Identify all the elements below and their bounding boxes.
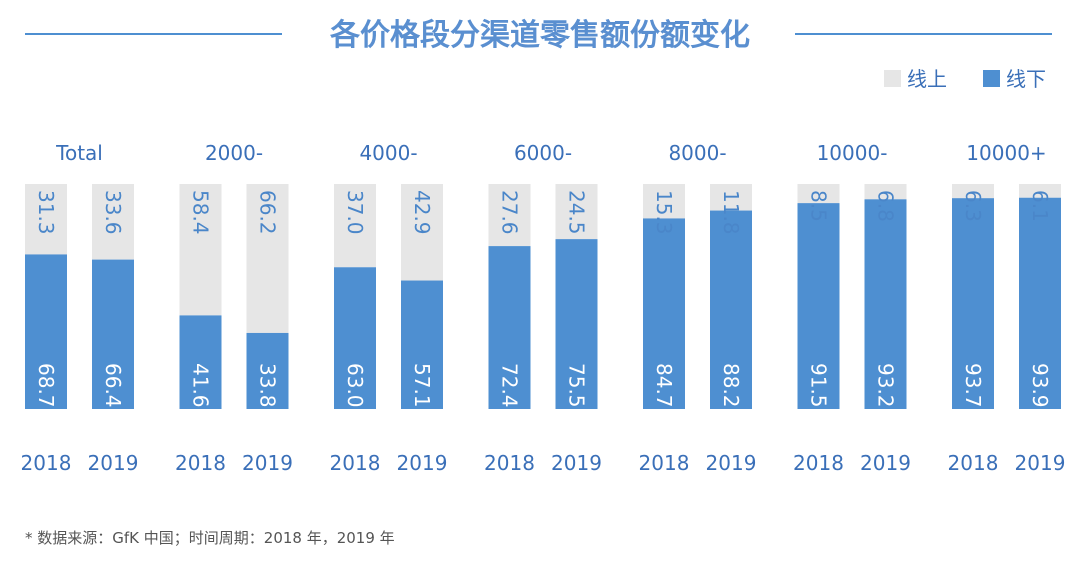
- group-label: 4000-: [359, 141, 417, 165]
- group-label: 2000-: [205, 141, 263, 165]
- data-label-offline: 41.6: [189, 363, 213, 408]
- data-label-online: 24.5: [565, 190, 589, 235]
- bar-segment-online: [488, 184, 531, 247]
- data-label-online: 37.0: [343, 190, 367, 235]
- bar-segment-online: [25, 184, 67, 255]
- year-label: 2018: [330, 451, 381, 475]
- data-label-online: 42.9: [410, 190, 434, 235]
- data-label-offline: 63.0: [343, 363, 367, 408]
- chart-title: 各价格段分渠道零售额份额变化: [329, 18, 750, 53]
- group-label: 6000-: [514, 141, 572, 165]
- data-label-offline: 66.4: [101, 363, 125, 408]
- data-label-online: 8.5: [807, 190, 831, 222]
- data-label-offline: 93.9: [1028, 363, 1052, 408]
- data-label-offline: 75.5: [565, 363, 589, 408]
- bar-segment-offline: [797, 203, 840, 409]
- bar-segment-online: [710, 184, 752, 211]
- year-label: 2019: [397, 451, 448, 475]
- bar-segment-offline: [92, 259, 134, 409]
- year-label: 2019: [242, 451, 293, 475]
- bar-segment-online: [179, 184, 222, 316]
- data-label-online: 6.8: [874, 190, 898, 222]
- bar-segment-offline: [1019, 197, 1061, 409]
- bar-segment-offline: [25, 254, 67, 409]
- year-label: 2018: [484, 451, 535, 475]
- bar-segment-online: [864, 184, 907, 200]
- data-label-offline: 57.1: [410, 363, 434, 408]
- bar-segment-online: [952, 184, 994, 199]
- legend-label-online: 线上: [907, 67, 947, 91]
- bar-segment-online: [334, 184, 376, 268]
- data-label-online: 31.3: [34, 190, 58, 235]
- bar-segment-offline: [401, 280, 443, 409]
- year-label: 2018: [948, 451, 999, 475]
- bar-segment-offline: [643, 218, 685, 409]
- bar-segment-online: [246, 184, 289, 333]
- data-label-online: 6.1: [1028, 190, 1052, 222]
- group-label: Total: [55, 141, 103, 165]
- data-label-offline: 88.2: [719, 363, 743, 408]
- year-label: 2018: [21, 451, 72, 475]
- bar-segment-online: [1019, 184, 1061, 198]
- year-label: 2019: [1015, 451, 1066, 475]
- data-label-offline: 93.7: [961, 363, 985, 408]
- bar-segment-online: [92, 184, 134, 260]
- data-label-offline: 84.7: [652, 363, 676, 408]
- legend-swatch-online: [884, 70, 901, 87]
- bar-segment-offline: [555, 239, 598, 409]
- data-label-online: 6.3: [961, 190, 985, 222]
- year-label: 2018: [639, 451, 690, 475]
- data-label-offline: 33.8: [256, 363, 280, 408]
- bar-segment-online: [643, 184, 685, 219]
- data-label-online: 66.2: [256, 190, 280, 235]
- bar-segment-offline: [710, 210, 752, 409]
- data-label-offline: 91.5: [807, 363, 831, 408]
- year-label: 2018: [793, 451, 844, 475]
- bar-segment-offline: [179, 315, 222, 409]
- data-label-offline: 68.7: [34, 363, 58, 408]
- bar-segment-offline: [488, 246, 531, 409]
- bar-segment-online: [555, 184, 598, 240]
- bar-segment-online: [797, 184, 840, 204]
- year-label: 2019: [706, 451, 757, 475]
- year-label: 2019: [551, 451, 602, 475]
- group-label: 10000-: [817, 141, 888, 165]
- data-label-online: 11.8: [719, 190, 743, 235]
- legend: 线上 线下: [884, 67, 1046, 91]
- bar-segment-offline: [334, 267, 376, 409]
- data-label-online: 58.4: [189, 190, 213, 235]
- legend-swatch-offline: [983, 70, 1000, 87]
- footnote: * 数据来源：GfK 中国；时间周期：2018 年，2019 年: [25, 529, 395, 547]
- data-label-offline: 93.2: [874, 363, 898, 408]
- legend-label-offline: 线下: [1006, 67, 1046, 91]
- year-label: 2019: [88, 451, 139, 475]
- bars-layer: Total 31.3 68.7 2018 33.6 66.4 2019 2000- 58.4 41…: [21, 141, 1066, 475]
- bar-segment-offline: [246, 332, 289, 409]
- group-label: 8000-: [668, 141, 726, 165]
- year-label: 2018: [175, 451, 226, 475]
- bar-segment-offline: [864, 199, 907, 409]
- data-label-online: 15.3: [652, 190, 676, 235]
- bar-segment-online: [401, 184, 443, 281]
- data-label-offline: 72.4: [498, 363, 522, 408]
- bar-segment-offline: [952, 198, 994, 409]
- data-label-online: 33.6: [101, 190, 125, 235]
- data-label-online: 27.6: [498, 190, 522, 235]
- year-label: 2019: [860, 451, 911, 475]
- group-label: 10000+: [966, 141, 1046, 165]
